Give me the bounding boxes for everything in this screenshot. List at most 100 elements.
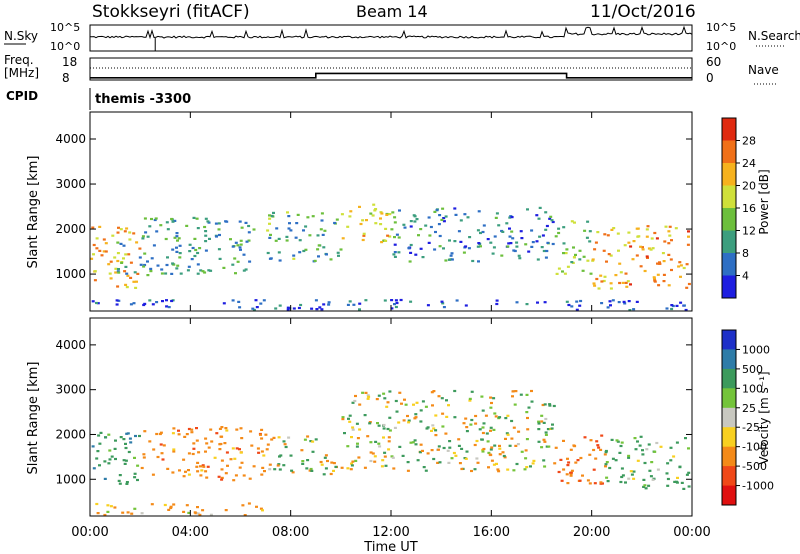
echo-cell [311, 440, 315, 443]
xlabel: Time UT [363, 540, 417, 554]
echo-cell [390, 307, 394, 310]
echo-cell [366, 397, 370, 400]
echo-cell [433, 210, 437, 213]
echo-cell [599, 448, 603, 451]
echo-cell [402, 419, 406, 422]
echo-cell [565, 300, 569, 303]
echo-cell [383, 299, 387, 302]
echo-cell [238, 448, 241, 451]
echo-cell [323, 456, 327, 459]
echo-cell [142, 265, 146, 268]
echo-cell [188, 243, 192, 246]
freq-tick-bottom: 8 [62, 71, 70, 85]
echo-cell [119, 436, 123, 439]
echo-cell [481, 230, 485, 234]
echo-cell [429, 225, 433, 229]
echo-cell [277, 251, 281, 254]
echo-cell [207, 269, 211, 272]
echo-cell [608, 466, 612, 470]
echo-cell [476, 461, 480, 464]
echo-cell [624, 481, 627, 484]
echo-cell [481, 409, 485, 412]
echo-cell [675, 481, 679, 484]
echo-cell [329, 472, 333, 476]
echo-cell [209, 269, 213, 272]
echo-cell [525, 303, 529, 306]
echo-cell [155, 432, 159, 436]
echo-cell [642, 478, 646, 481]
echo-cell [234, 272, 237, 275]
echo-cell [414, 253, 418, 256]
echo-cell [336, 251, 340, 254]
velocity-heatmap-cells [91, 389, 691, 517]
echo-cell [562, 252, 565, 255]
echo-cell [201, 509, 205, 512]
echo-cell [116, 231, 120, 234]
echo-cell [592, 448, 596, 452]
echo-cell [636, 440, 639, 443]
echo-cell [311, 215, 315, 218]
colorbar-tick-label: 12 [742, 225, 756, 238]
echo-cell [129, 441, 133, 444]
echo-cell [576, 459, 580, 462]
echo-cell [450, 252, 454, 255]
echo-cell [569, 472, 573, 476]
echo-cell [647, 484, 651, 487]
nsky-trace [89, 25, 693, 51]
echo-cell [139, 263, 143, 266]
echo-cell [548, 217, 552, 220]
echo-cell [133, 476, 137, 479]
echo-cell [388, 416, 392, 419]
colorbar-swatch [722, 485, 736, 506]
echo-cell [516, 443, 520, 446]
echo-cell [459, 219, 463, 222]
echo-cell [116, 270, 120, 273]
echo-cell [603, 453, 607, 456]
echo-cell [106, 510, 110, 513]
echo-cell [322, 246, 326, 249]
time-x-axis: 00:00 04:00 08:00 12:00 16:00 20:00 00:00 [71, 112, 711, 540]
echo-cell [409, 225, 413, 228]
echo-cell [386, 427, 390, 431]
echo-cell [670, 307, 674, 311]
echo-cell [270, 214, 274, 217]
echo-cell [498, 444, 501, 447]
echo-cell [657, 284, 661, 287]
echo-cell [204, 437, 208, 440]
echo-cell [604, 463, 608, 466]
echo-cell [467, 247, 471, 250]
echo-cell [277, 237, 281, 240]
echo-cell [497, 470, 501, 473]
power-ylabel: Slant Range [km] [26, 156, 41, 269]
echo-cell [630, 473, 634, 476]
echo-cell [460, 447, 464, 450]
echo-cell [653, 450, 657, 453]
echo-cell [138, 247, 142, 250]
echo-cell [146, 274, 150, 277]
echo-cell [291, 471, 295, 474]
echo-cell [382, 423, 386, 427]
echo-cell [349, 468, 353, 471]
echo-cell [508, 444, 512, 447]
echo-cell [165, 305, 169, 308]
power-y-axis: 1000 2000 3000 4000 [55, 132, 692, 281]
echo-cell [169, 506, 173, 510]
echo-cell [406, 469, 410, 472]
echo-cell [477, 260, 480, 263]
echo-cell [627, 241, 631, 244]
echo-cell [322, 303, 326, 306]
echo-cell [434, 434, 438, 437]
echo-cell [182, 475, 186, 478]
echo-cell [432, 457, 436, 461]
echo-cell [526, 208, 529, 211]
echo-cell [457, 438, 461, 441]
echo-cell [161, 458, 165, 461]
echo-cell [493, 235, 497, 238]
echo-cell [218, 257, 222, 260]
echo-cell [143, 263, 147, 267]
echo-cell [680, 481, 684, 484]
x-tick-label: 12:00 [372, 525, 409, 540]
echo-cell [172, 427, 176, 430]
echo-cell [166, 228, 170, 231]
echo-cell [545, 249, 549, 253]
